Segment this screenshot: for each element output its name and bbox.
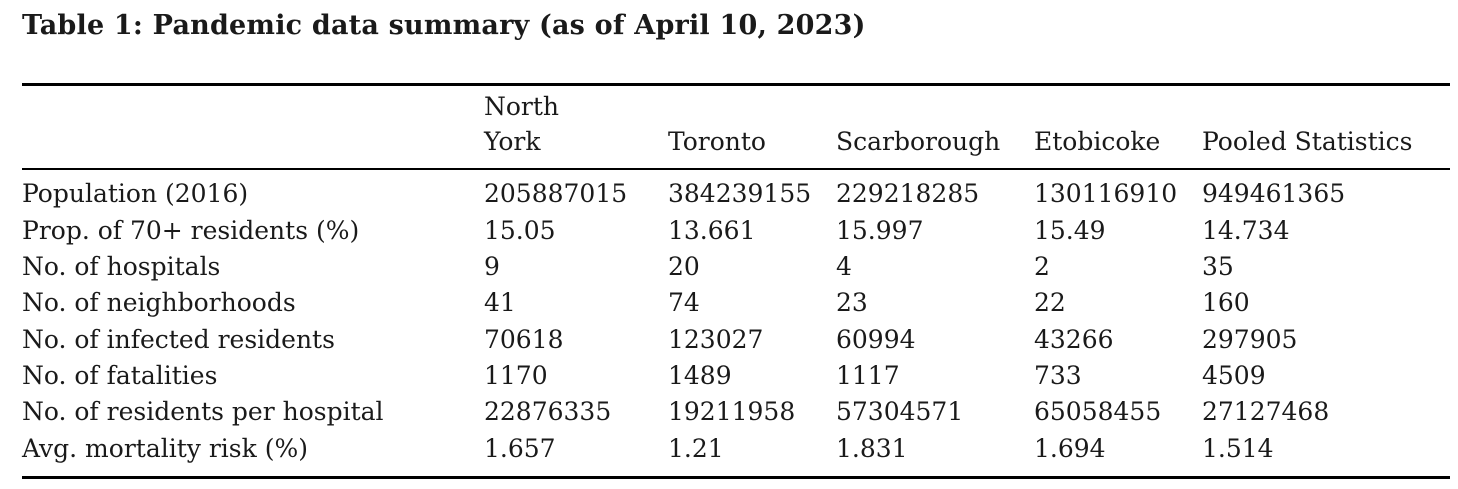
- table-cell: 1489: [668, 361, 732, 390]
- table-cell: 229218285: [836, 179, 980, 208]
- table-cell: 57304571: [836, 397, 964, 426]
- table-cell: 65058455: [1034, 397, 1162, 426]
- table-cell: 297905: [1202, 325, 1298, 354]
- table-cell: 205887015: [484, 179, 628, 208]
- table-cell: 1.694: [1034, 434, 1106, 463]
- table-cell: 1.831: [836, 434, 908, 463]
- table-caption: Table 1: Pandemic data summary (as of Ap…: [22, 10, 866, 41]
- table-cell: 4: [836, 252, 852, 281]
- table-cell: 20: [668, 252, 700, 281]
- row-label: No. of infected residents: [22, 325, 335, 354]
- column-header-north-york-line1: North: [484, 92, 560, 121]
- table-cell: 70618: [484, 325, 564, 354]
- row-label: No. of residents per hospital: [22, 397, 384, 426]
- table-cell: 15.05: [484, 216, 556, 245]
- column-header-scarborough: Scarborough: [836, 127, 1001, 156]
- row-label: No. of hospitals: [22, 252, 221, 281]
- column-header-pooled-statistics: Pooled Statistics: [1202, 127, 1413, 156]
- table-cell: 14.734: [1202, 216, 1290, 245]
- table-cell: 74: [668, 288, 700, 317]
- table-cell: 130116910: [1034, 179, 1178, 208]
- table-cell: 123027: [668, 325, 764, 354]
- column-header-north-york-line2: York: [484, 127, 541, 156]
- table-cell: 43266: [1034, 325, 1114, 354]
- row-label: Population (2016): [22, 179, 249, 208]
- bottom-rule: [22, 476, 1450, 479]
- table-cell: 22: [1034, 288, 1066, 317]
- table-cell: 160: [1202, 288, 1250, 317]
- table-cell: 60994: [836, 325, 916, 354]
- table-cell: 1.21: [668, 434, 724, 463]
- table-cell: 41: [484, 288, 516, 317]
- table-cell: 19211958: [668, 397, 796, 426]
- table-cell: 4509: [1202, 361, 1266, 390]
- row-label: Avg. mortality risk (%): [22, 434, 308, 463]
- top-rule: [22, 83, 1450, 86]
- table-cell: 15.997: [836, 216, 924, 245]
- table-cell: 949461365: [1202, 179, 1346, 208]
- table-cell: 2: [1034, 252, 1050, 281]
- header-rule: [22, 168, 1450, 170]
- table-cell: 1.514: [1202, 434, 1274, 463]
- table-cell: 733: [1034, 361, 1082, 390]
- row-label: No. of neighborhoods: [22, 288, 296, 317]
- column-header-toronto: Toronto: [668, 127, 766, 156]
- table-cell: 1170: [484, 361, 548, 390]
- table-cell: 22876335: [484, 397, 612, 426]
- table-cell: 23: [836, 288, 868, 317]
- table-cell: 15.49: [1034, 216, 1106, 245]
- table-cell: 1117: [836, 361, 900, 390]
- row-label: No. of fatalities: [22, 361, 218, 390]
- column-header-etobicoke: Etobicoke: [1034, 127, 1161, 156]
- table-cell: 35: [1202, 252, 1234, 281]
- table-cell: 27127468: [1202, 397, 1330, 426]
- table-cell: 13.661: [668, 216, 756, 245]
- row-label: Prop. of 70+ residents (%): [22, 216, 360, 245]
- table-cell: 384239155: [668, 179, 812, 208]
- table-cell: 9: [484, 252, 500, 281]
- table-cell: 1.657: [484, 434, 556, 463]
